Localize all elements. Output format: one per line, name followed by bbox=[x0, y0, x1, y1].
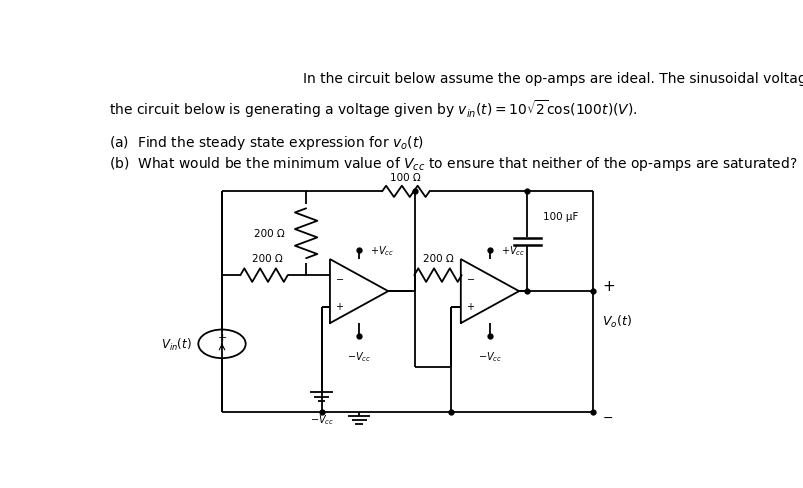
Text: $V_o(t)$: $V_o(t)$ bbox=[601, 314, 631, 329]
Text: $+V_{cc}$: $+V_{cc}$ bbox=[370, 244, 394, 257]
Text: 200 Ω: 200 Ω bbox=[422, 254, 453, 264]
Text: $-$: $-$ bbox=[335, 272, 344, 282]
Text: +: + bbox=[601, 279, 614, 293]
Text: 200 Ω: 200 Ω bbox=[253, 229, 284, 239]
Text: 100 µF: 100 µF bbox=[542, 211, 577, 222]
Text: $-V_{cc}$: $-V_{cc}$ bbox=[347, 350, 371, 364]
Text: $-$: $-$ bbox=[465, 272, 475, 282]
Text: +: + bbox=[465, 301, 473, 311]
Text: 200 Ω: 200 Ω bbox=[251, 254, 282, 264]
Text: (b)  What would be the minimum value of $V_{cc}$ to ensure that neither of the o: (b) What would be the minimum value of $… bbox=[108, 154, 796, 172]
Text: $-V_{cc}$: $-V_{cc}$ bbox=[309, 412, 333, 427]
Text: $-$: $-$ bbox=[601, 410, 613, 423]
Text: In the circuit below assume the op-amps are ideal. The sinusoidal voltage source: In the circuit below assume the op-amps … bbox=[303, 72, 803, 86]
Text: +: + bbox=[335, 301, 343, 311]
Text: +: + bbox=[217, 332, 226, 342]
Text: $V_{in}(t)$: $V_{in}(t)$ bbox=[161, 336, 192, 352]
Text: $+V_{cc}$: $+V_{cc}$ bbox=[500, 244, 524, 257]
Text: 100 Ω: 100 Ω bbox=[390, 173, 421, 183]
Text: the circuit below is generating a voltage given by $v_{in}(t) = 10\sqrt{2}\cos(1: the circuit below is generating a voltag… bbox=[108, 98, 637, 120]
Text: (a)  Find the steady state expression for $v_o(t)$: (a) Find the steady state expression for… bbox=[108, 134, 423, 152]
Text: $-V_{cc}$: $-V_{cc}$ bbox=[477, 350, 501, 364]
